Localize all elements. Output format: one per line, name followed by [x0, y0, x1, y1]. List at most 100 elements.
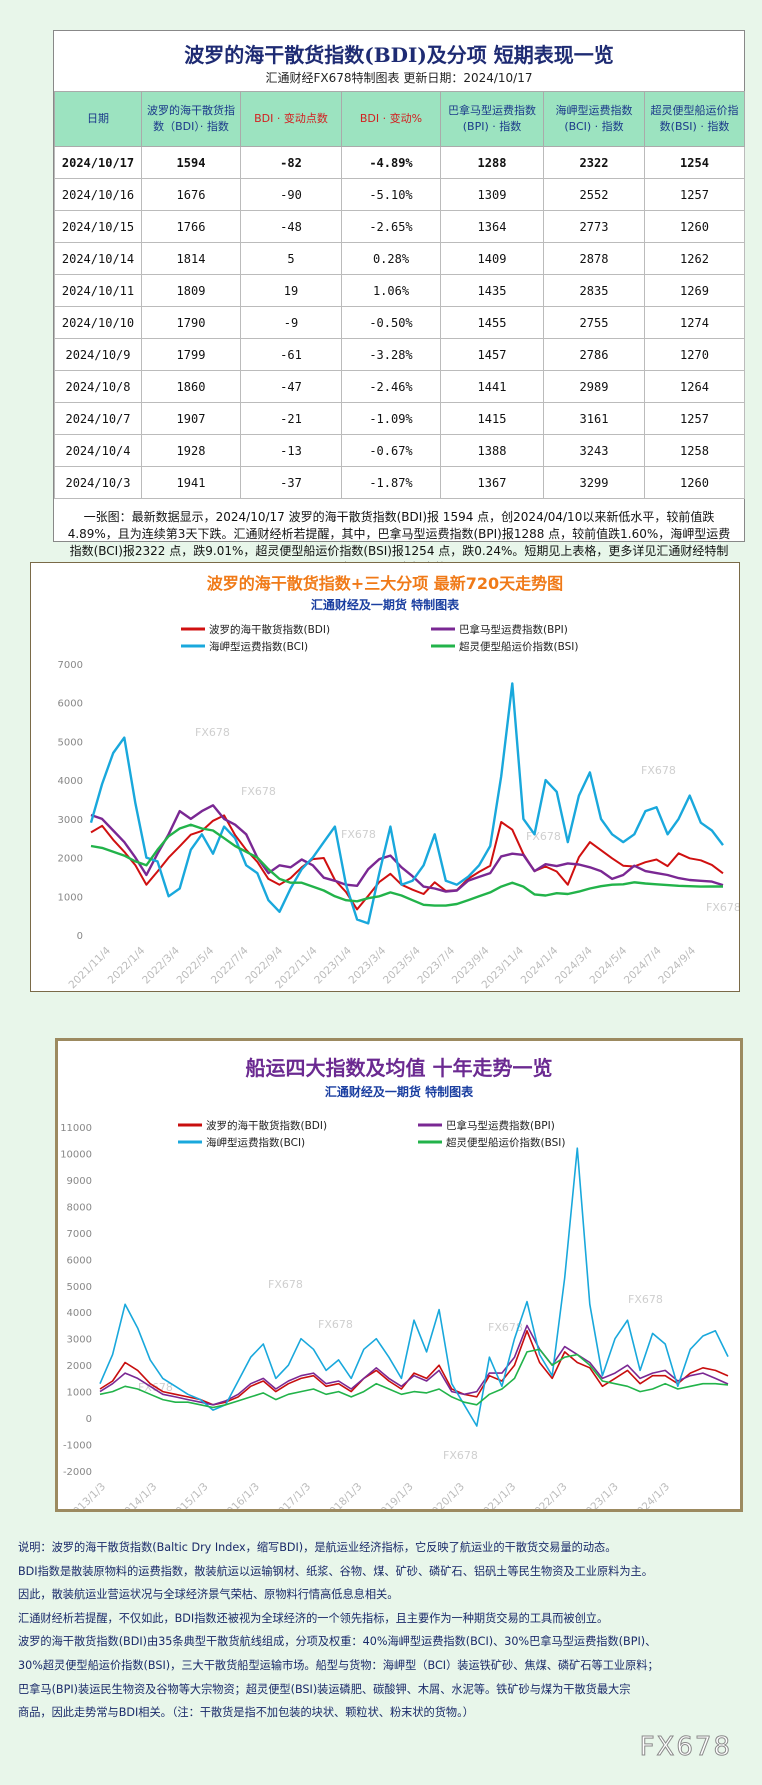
- y-tick-label: 1000: [58, 892, 83, 903]
- series-line: [99, 1329, 729, 1406]
- x-tick-label: 2021/11/4: [67, 944, 114, 991]
- table-row: 2024/10/15 1766 -48 -2.65% 1364 2773 1260: [54, 210, 745, 243]
- x-tick-label: 2017/1/3: [271, 1481, 313, 1509]
- y-tick-label: 2000: [58, 854, 83, 865]
- table-cell: -90: [240, 178, 342, 211]
- x-tick-label: 2024/9/4: [656, 944, 698, 986]
- watermark: FX678: [318, 1318, 353, 1331]
- x-tick-label: 2014/1/3: [118, 1481, 160, 1509]
- table-cell: -82: [240, 146, 342, 179]
- table-cell: 1260: [644, 210, 745, 243]
- table-cell: 1415: [440, 402, 544, 435]
- watermark: FX678: [241, 785, 276, 798]
- explanation-line: 说明：波罗的海干散货指数(Baltic Dry Index，缩写BDI)，是航运…: [18, 1541, 617, 1554]
- table-cell: 1257: [644, 402, 745, 435]
- legend-label: 超灵便型船运价指数(BSI): [459, 640, 578, 653]
- watermark: FX678: [341, 828, 376, 841]
- y-tick-label: 1000: [67, 1388, 92, 1399]
- table-cell: 2755: [543, 306, 645, 339]
- table-cell: 3299: [543, 466, 645, 499]
- x-tick-label: 2024/1/3: [630, 1481, 672, 1509]
- y-tick-label: 6000: [67, 1255, 92, 1266]
- table-cell: 1455: [440, 306, 544, 339]
- explanation-line: 波罗的海干散货指数(BDI)由35条典型干散货航线组成，分项及权重：40%海岬型…: [18, 1635, 657, 1649]
- x-tick-label: 2018/1/3: [323, 1481, 365, 1509]
- table-cell: 2024/10/7: [54, 402, 142, 435]
- table-row: 2024/10/9 1799 -61 -3.28% 1457 2786 1270: [54, 338, 745, 371]
- watermark: FX678: [443, 1449, 478, 1462]
- table-cell: 2552: [543, 178, 645, 211]
- table-cell: 1367: [440, 466, 544, 499]
- y-tick-label: -1000: [63, 1441, 92, 1452]
- legend-label: 巴拿马型运费指数(BPI): [446, 1119, 555, 1132]
- x-tick-label: 2016/1/3: [220, 1481, 262, 1509]
- y-tick-label: 3000: [58, 815, 83, 826]
- header-bdi-pct: BDI · 变动%: [341, 91, 441, 147]
- chart-720-day: 波罗的海干散货指数+三大分项 最新720天走势图 汇通财经及一期货 特制图表 波罗的…: [30, 562, 740, 992]
- series-line: [99, 1348, 729, 1409]
- table-cell: -5.10%: [341, 178, 441, 211]
- explanation-line: 巴拿马(BPI)装运民生物资及谷物等大宗物资；超灵便型(BSI)装运磷肥、碳酸钾…: [18, 1682, 631, 1696]
- table-title: 波罗的海干散货指数(BDI)及分项 短期表现一览: [184, 43, 614, 67]
- table-cell: 2024/10/14: [54, 242, 142, 275]
- table-cell: 2024/10/10: [54, 306, 142, 339]
- table-cell: 1594: [141, 146, 241, 179]
- table-cell: 3243: [543, 434, 645, 467]
- explanation-line: 汇通财经析若提醒，不仅如此，BDI指数还被视为全球经济的一个领先指标，且主要作为…: [18, 1611, 609, 1625]
- explanation-line: BDI指数是散装原物料的运费指数，散装航运以运输钢材、纸浆、谷物、煤、矿砂、磷矿…: [18, 1564, 653, 1578]
- y-tick-label: 3000: [67, 1335, 92, 1346]
- chart-subtitle: 汇通财经及一期货 特制图表: [325, 1084, 474, 1099]
- explanation-text: 说明：波罗的海干散货指数(Baltic Dry Index，缩写BDI)，是航运…: [18, 1536, 746, 1725]
- table-cell: 1269: [644, 274, 745, 307]
- table-cell: 2024/10/15: [54, 210, 142, 243]
- header-bpi: 巴拿马型运费指数(BPI) · 指数: [440, 91, 544, 147]
- watermark: FX678: [195, 726, 230, 739]
- legend-label: 波罗的海干散货指数(BDI): [209, 623, 330, 636]
- y-tick-label: -2000: [63, 1467, 92, 1478]
- watermark: FX678: [706, 901, 739, 914]
- x-tick-label: 2013/1/3: [66, 1481, 108, 1509]
- x-tick-label: 2019/1/3: [374, 1481, 416, 1509]
- explanation-line: 30%超灵便型船运价指数(BSI)，三大干散货船型运输市场。船型与货物：海岬型（…: [18, 1658, 659, 1672]
- brand-logo: FX678: [639, 1732, 732, 1763]
- y-tick-label: 8000: [67, 1202, 92, 1213]
- y-tick-label: 4000: [58, 776, 83, 787]
- series-line: [99, 1147, 729, 1427]
- table-row: 2024/10/11 1809 19 1.06% 1435 2835 1269: [54, 274, 745, 307]
- header-date: 日期: [54, 91, 142, 147]
- table-row: 2024/10/7 1907 -21 -1.09% 1415 3161 1257: [54, 402, 745, 435]
- table-cell: 1676: [141, 178, 241, 211]
- table-row: 2024/10/4 1928 -13 -0.67% 1388 3243 1258: [54, 434, 745, 467]
- table-cell: -21: [240, 402, 342, 435]
- header-bsi: 超灵便型船运价指数(BSI) · 指数: [644, 91, 745, 147]
- table-cell: 1928: [141, 434, 241, 467]
- table-cell: 1258: [644, 434, 745, 467]
- index-table: 日期 波罗的海干散货指数（BDI）· 指数 BDI · 变动点数 BDI · 变…: [54, 91, 745, 499]
- series-line: [90, 814, 724, 911]
- table-row: 2024/10/10 1790 -9 -0.50% 1455 2755 1274: [54, 306, 745, 339]
- series-line: [90, 823, 724, 907]
- table-body: 2024/10/17 1594 -82 -4.89% 1288 2322 1254 2024/…: [54, 146, 745, 499]
- legend-label: 海岬型运费指数(BCI): [206, 1136, 305, 1149]
- table-cell: -0.50%: [341, 306, 441, 339]
- chart-subtitle: 汇通财经及一期货 特制图表: [311, 597, 460, 612]
- table-cell: 1262: [644, 242, 745, 275]
- table-cell: 1941: [141, 466, 241, 499]
- table-cell: 1790: [141, 306, 241, 339]
- series-line: [99, 1324, 729, 1406]
- y-tick-label: 7000: [58, 660, 83, 671]
- chart-ten-year: 船运四大指数及均值 十年走势一览 汇通财经及一期货 特制图表 波罗的海干散货指数(B…: [55, 1038, 743, 1512]
- table-cell: 1364: [440, 210, 544, 243]
- table-cell: 1264: [644, 370, 745, 403]
- x-tick-label: 2015/1/3: [169, 1481, 211, 1509]
- watermark: FX678: [641, 764, 676, 777]
- table-cell: 1907: [141, 402, 241, 435]
- y-tick-label: 11000: [60, 1123, 92, 1134]
- watermark: FX678: [268, 1278, 303, 1291]
- table-cell: 2024/10/9: [54, 338, 142, 371]
- legend-label: 巴拿马型运费指数(BPI): [459, 623, 568, 636]
- table-cell: 1766: [141, 210, 241, 243]
- table-row: 2024/10/3 1941 -37 -1.87% 1367 3299 1260: [54, 466, 745, 499]
- table-cell: 1257: [644, 178, 745, 211]
- table-cell: 1254: [644, 146, 745, 179]
